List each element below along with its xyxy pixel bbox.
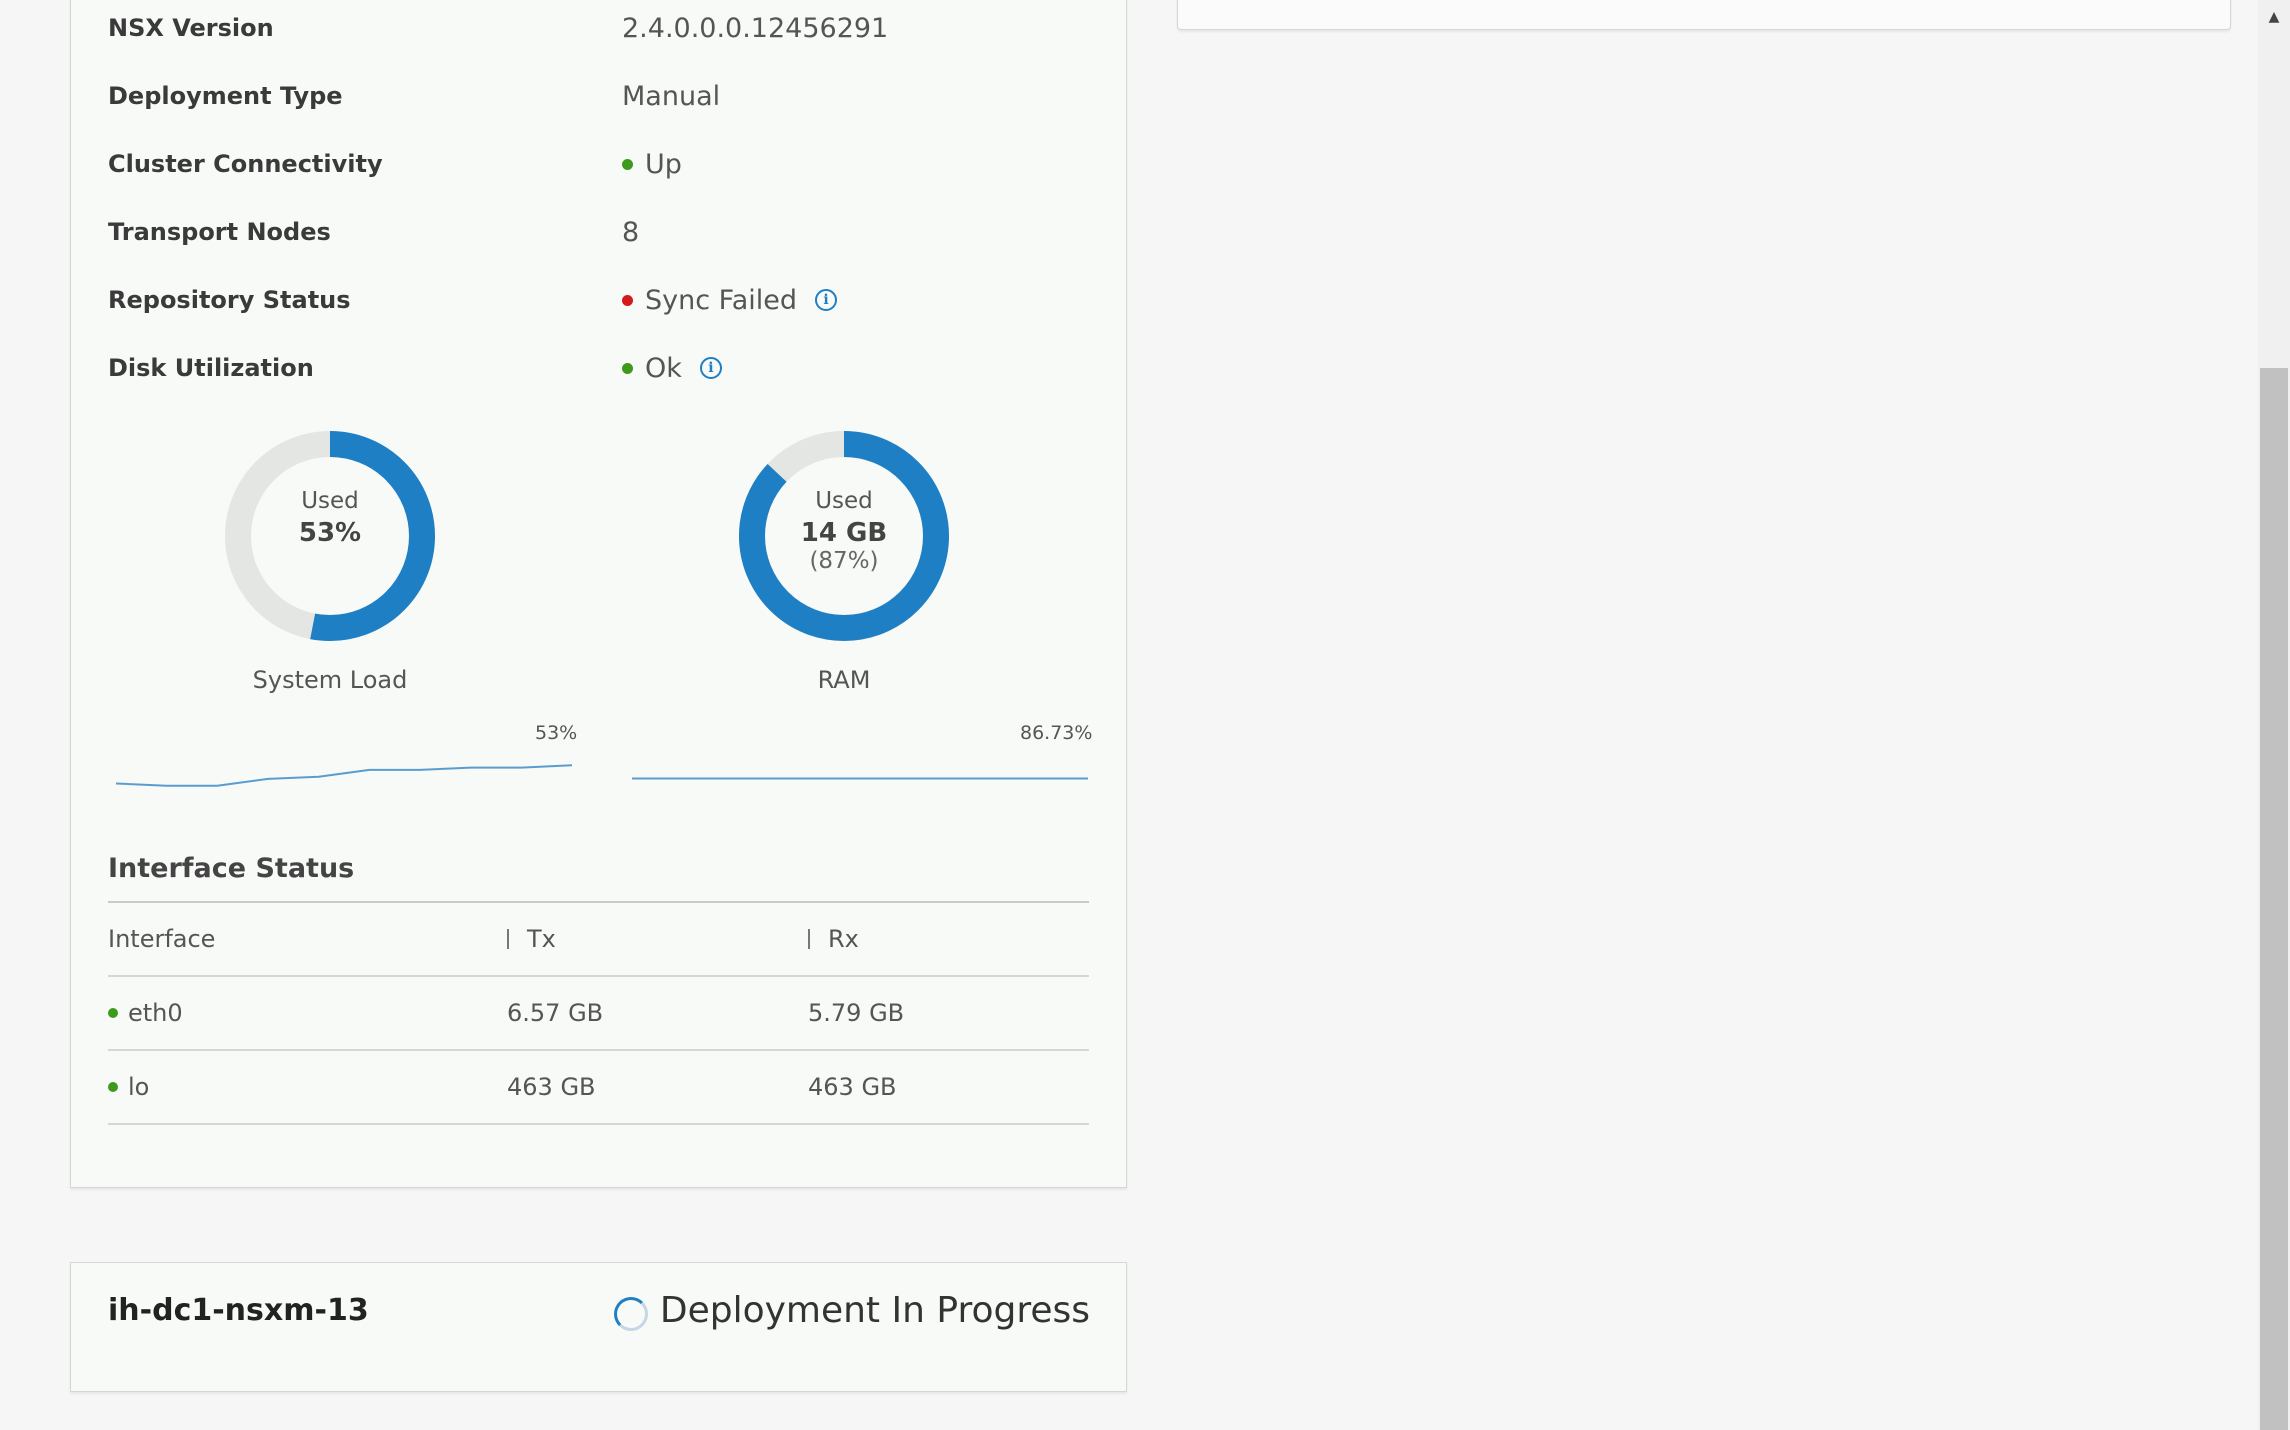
- table-row: lo 463 GB 463 GB: [108, 1051, 1089, 1125]
- scrollbar-thumb[interactable]: [2260, 368, 2288, 1430]
- property-value: Ok i: [622, 353, 722, 384]
- manager-node-card: NSX Version 2.4.0.0.0.12456291 Deploymen…: [70, 0, 1127, 1188]
- tx-cell: 463 GB: [507, 1073, 596, 1101]
- ram-sparkline: [632, 777, 1088, 780]
- donut-used-label: Used: [301, 488, 359, 514]
- donut-used-label: Used: [815, 488, 873, 514]
- property-transport-nodes: Transport Nodes 8: [108, 212, 1108, 252]
- property-label: Transport Nodes: [108, 218, 331, 246]
- interface-status-title: Interface Status: [108, 853, 355, 884]
- info-icon[interactable]: i: [699, 357, 722, 379]
- property-label: Disk Utilization: [108, 354, 314, 382]
- system-load-gauge: Used 53% System Load: [220, 430, 440, 694]
- status-dot: [622, 294, 633, 306]
- rx-cell: 5.79 GB: [808, 999, 905, 1027]
- column-header-tx[interactable]: Tx: [507, 925, 808, 953]
- interface-table: Interface Tx Rx eth0 6.57 GB 5.79 GB lo …: [108, 901, 1089, 1125]
- status-dot: [622, 158, 633, 170]
- property-cluster-connectivity: Cluster Connectivity Up: [108, 144, 1108, 184]
- property-label: NSX Version: [108, 14, 274, 42]
- donut-value: 14 GB: [800, 518, 888, 548]
- donut-fill: [225, 431, 435, 641]
- property-repository-status: Repository Status Sync Failed i: [108, 280, 1108, 320]
- vertical-scrollbar[interactable]: ▲: [2258, 0, 2290, 1430]
- info-icon[interactable]: i: [815, 289, 838, 311]
- property-value: Sync Failed i: [622, 285, 838, 316]
- system-load-sparkline-label: 53%: [535, 722, 578, 744]
- table-row: eth0 6.57 GB 5.79 GB: [108, 977, 1089, 1051]
- node-name: ih-dc1-nsxm-13: [108, 1293, 369, 1328]
- property-nsx-version: NSX Version 2.4.0.0.0.12456291: [108, 8, 1108, 48]
- donut-center: Used 14 GB (87%): [734, 488, 954, 574]
- donut-caption: System Load: [252, 666, 408, 694]
- property-value: Up: [622, 149, 682, 180]
- property-deployment-type: Deployment Type Manual: [108, 76, 1108, 116]
- property-label: Repository Status: [108, 286, 351, 314]
- donut-caption: RAM: [817, 666, 871, 694]
- property-label: Cluster Connectivity: [108, 150, 383, 178]
- ram-sparkline-label: 86.73%: [1020, 722, 1093, 744]
- ram-gauge: Used 14 GB (87%) RAM: [734, 430, 954, 694]
- column-header-rx[interactable]: Rx: [808, 925, 1089, 953]
- tx-cell: 6.57 GB: [507, 999, 604, 1027]
- donut-fill: [739, 431, 949, 641]
- property-value: 2.4.0.0.0.12456291: [622, 12, 889, 44]
- status-dot: [108, 1082, 118, 1092]
- donut-percent: (87%): [809, 548, 879, 574]
- rx-cell: 463 GB: [808, 1073, 897, 1101]
- property-label: Deployment Type: [108, 82, 343, 110]
- sparkline-line: [116, 764, 572, 787]
- property-value[interactable]: 8: [622, 216, 640, 248]
- node-card: ih-dc1-nsxm-13 Deployment In Progress: [70, 1262, 1127, 1392]
- interface-cell: eth0: [108, 999, 507, 1027]
- status-dot: [108, 1008, 118, 1018]
- right-panel-card: [1177, 0, 2231, 30]
- system-load-sparkline: [116, 764, 572, 787]
- node-status: Deployment In Progress: [613, 1289, 1090, 1331]
- ram-donut: [739, 431, 949, 641]
- property-disk-utilization: Disk Utilization Ok i: [108, 348, 1108, 388]
- table-header: Interface Tx Rx: [108, 903, 1089, 977]
- interface-cell: lo: [108, 1073, 507, 1101]
- column-header-interface[interactable]: Interface: [108, 925, 216, 953]
- status-dot: [622, 362, 633, 374]
- node-status-text: Deployment In Progress: [659, 1289, 1090, 1331]
- system-load-donut: [225, 431, 435, 641]
- spinner-icon: [613, 1297, 648, 1331]
- scroll-up-arrow-icon[interactable]: ▲: [2268, 9, 2280, 25]
- property-value: Manual: [622, 80, 721, 112]
- donut-center: Used 53%: [220, 488, 440, 548]
- donut-value: 53%: [298, 518, 362, 548]
